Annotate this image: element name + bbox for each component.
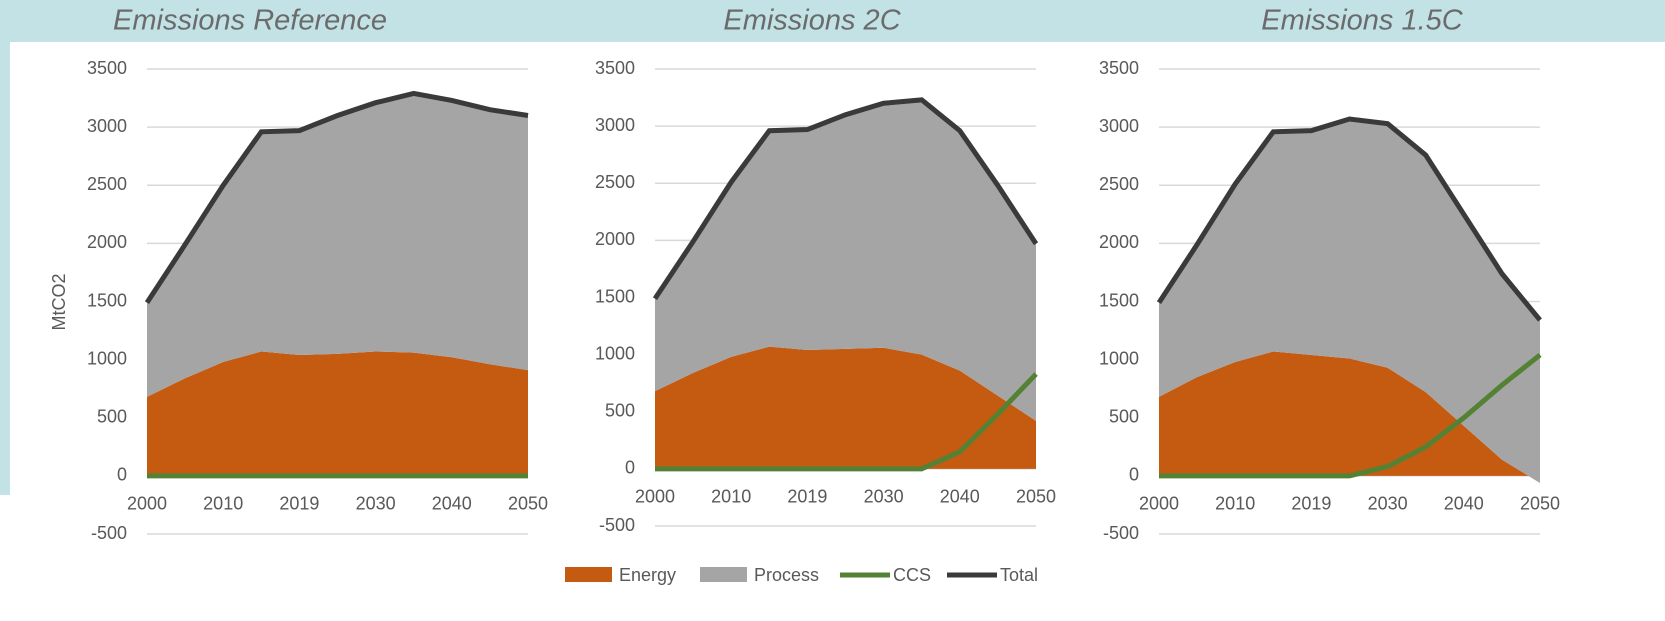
y-tick-label: 0: [625, 458, 635, 478]
x-tick-label: 2019: [787, 487, 827, 507]
y-tick-label: 3000: [87, 116, 127, 136]
y-tick-label: 1000: [1099, 348, 1139, 368]
y-tick-label: -500: [91, 523, 127, 543]
y-tick-label: -500: [1103, 523, 1139, 543]
y-tick-label: 3000: [595, 115, 635, 135]
y-tick-label: -500: [599, 515, 635, 535]
area: [1159, 351, 1540, 483]
y-tick-label: 500: [1109, 407, 1139, 427]
legend-label: Process: [754, 565, 819, 585]
line: [655, 372, 1038, 472]
x-tick-label: 2050: [508, 494, 548, 514]
y-tick-label: 2500: [1099, 174, 1139, 194]
x-tick-label: 2019: [279, 494, 319, 514]
legend-label: CCS: [893, 565, 931, 585]
y-tick-label: 2000: [87, 232, 127, 252]
y-axis-label: MtCO2: [49, 273, 69, 330]
y-tick-label: 3500: [595, 58, 635, 78]
x-tick-label: 2030: [1368, 494, 1408, 514]
y-tick-label: 3500: [1099, 58, 1139, 78]
area: [147, 93, 528, 397]
legend-label: Energy: [619, 565, 676, 585]
y-tick-label: 0: [117, 465, 127, 485]
x-tick-label: 2010: [203, 494, 243, 514]
x-tick-label: 2000: [1139, 494, 1179, 514]
legend-swatch: [565, 567, 612, 582]
side-band: [0, 0, 10, 495]
x-tick-label: 2050: [1016, 487, 1056, 507]
y-tick-label: 3000: [1099, 116, 1139, 136]
line: [652, 97, 1039, 301]
y-tick-label: 2000: [595, 229, 635, 249]
y-tick-label: 1000: [595, 343, 635, 363]
chart-title: Emissions Reference: [113, 5, 387, 37]
header-band: [0, 0, 1665, 42]
x-tick-label: 2030: [864, 487, 904, 507]
area: [147, 351, 528, 476]
y-tick-label: 1500: [87, 290, 127, 310]
line: [144, 90, 529, 305]
y-tick-label: 500: [97, 407, 127, 427]
x-tick-label: 2000: [635, 487, 675, 507]
chart-title: Emissions 1.5C: [1261, 5, 1464, 37]
y-tick-label: 3500: [87, 58, 127, 78]
y-tick-label: 2500: [595, 172, 635, 192]
x-tick-label: 2019: [1291, 494, 1331, 514]
x-tick-label: 2040: [432, 494, 472, 514]
chart-title: Emissions 2C: [723, 5, 901, 37]
y-tick-label: 2000: [1099, 232, 1139, 252]
line: [1156, 116, 1542, 322]
x-tick-label: 2040: [1444, 494, 1484, 514]
y-tick-label: 1500: [595, 286, 635, 306]
area: [1159, 118, 1540, 483]
x-tick-label: 2010: [711, 487, 751, 507]
legend-swatch: [700, 567, 747, 582]
x-tick-label: 2000: [127, 494, 167, 514]
legend-label: Total: [1000, 565, 1038, 585]
y-tick-label: 1500: [1099, 290, 1139, 310]
y-tick-label: 500: [605, 401, 635, 421]
area: [655, 99, 1036, 421]
y-tick-label: 0: [1129, 465, 1139, 485]
y-tick-label: 1000: [87, 348, 127, 368]
y-tick-label: 2500: [87, 174, 127, 194]
x-tick-label: 2050: [1520, 494, 1560, 514]
area: [655, 346, 1036, 469]
x-tick-label: 2010: [1215, 494, 1255, 514]
x-tick-label: 2040: [940, 487, 980, 507]
line: [1159, 353, 1542, 479]
x-tick-label: 2030: [356, 494, 396, 514]
